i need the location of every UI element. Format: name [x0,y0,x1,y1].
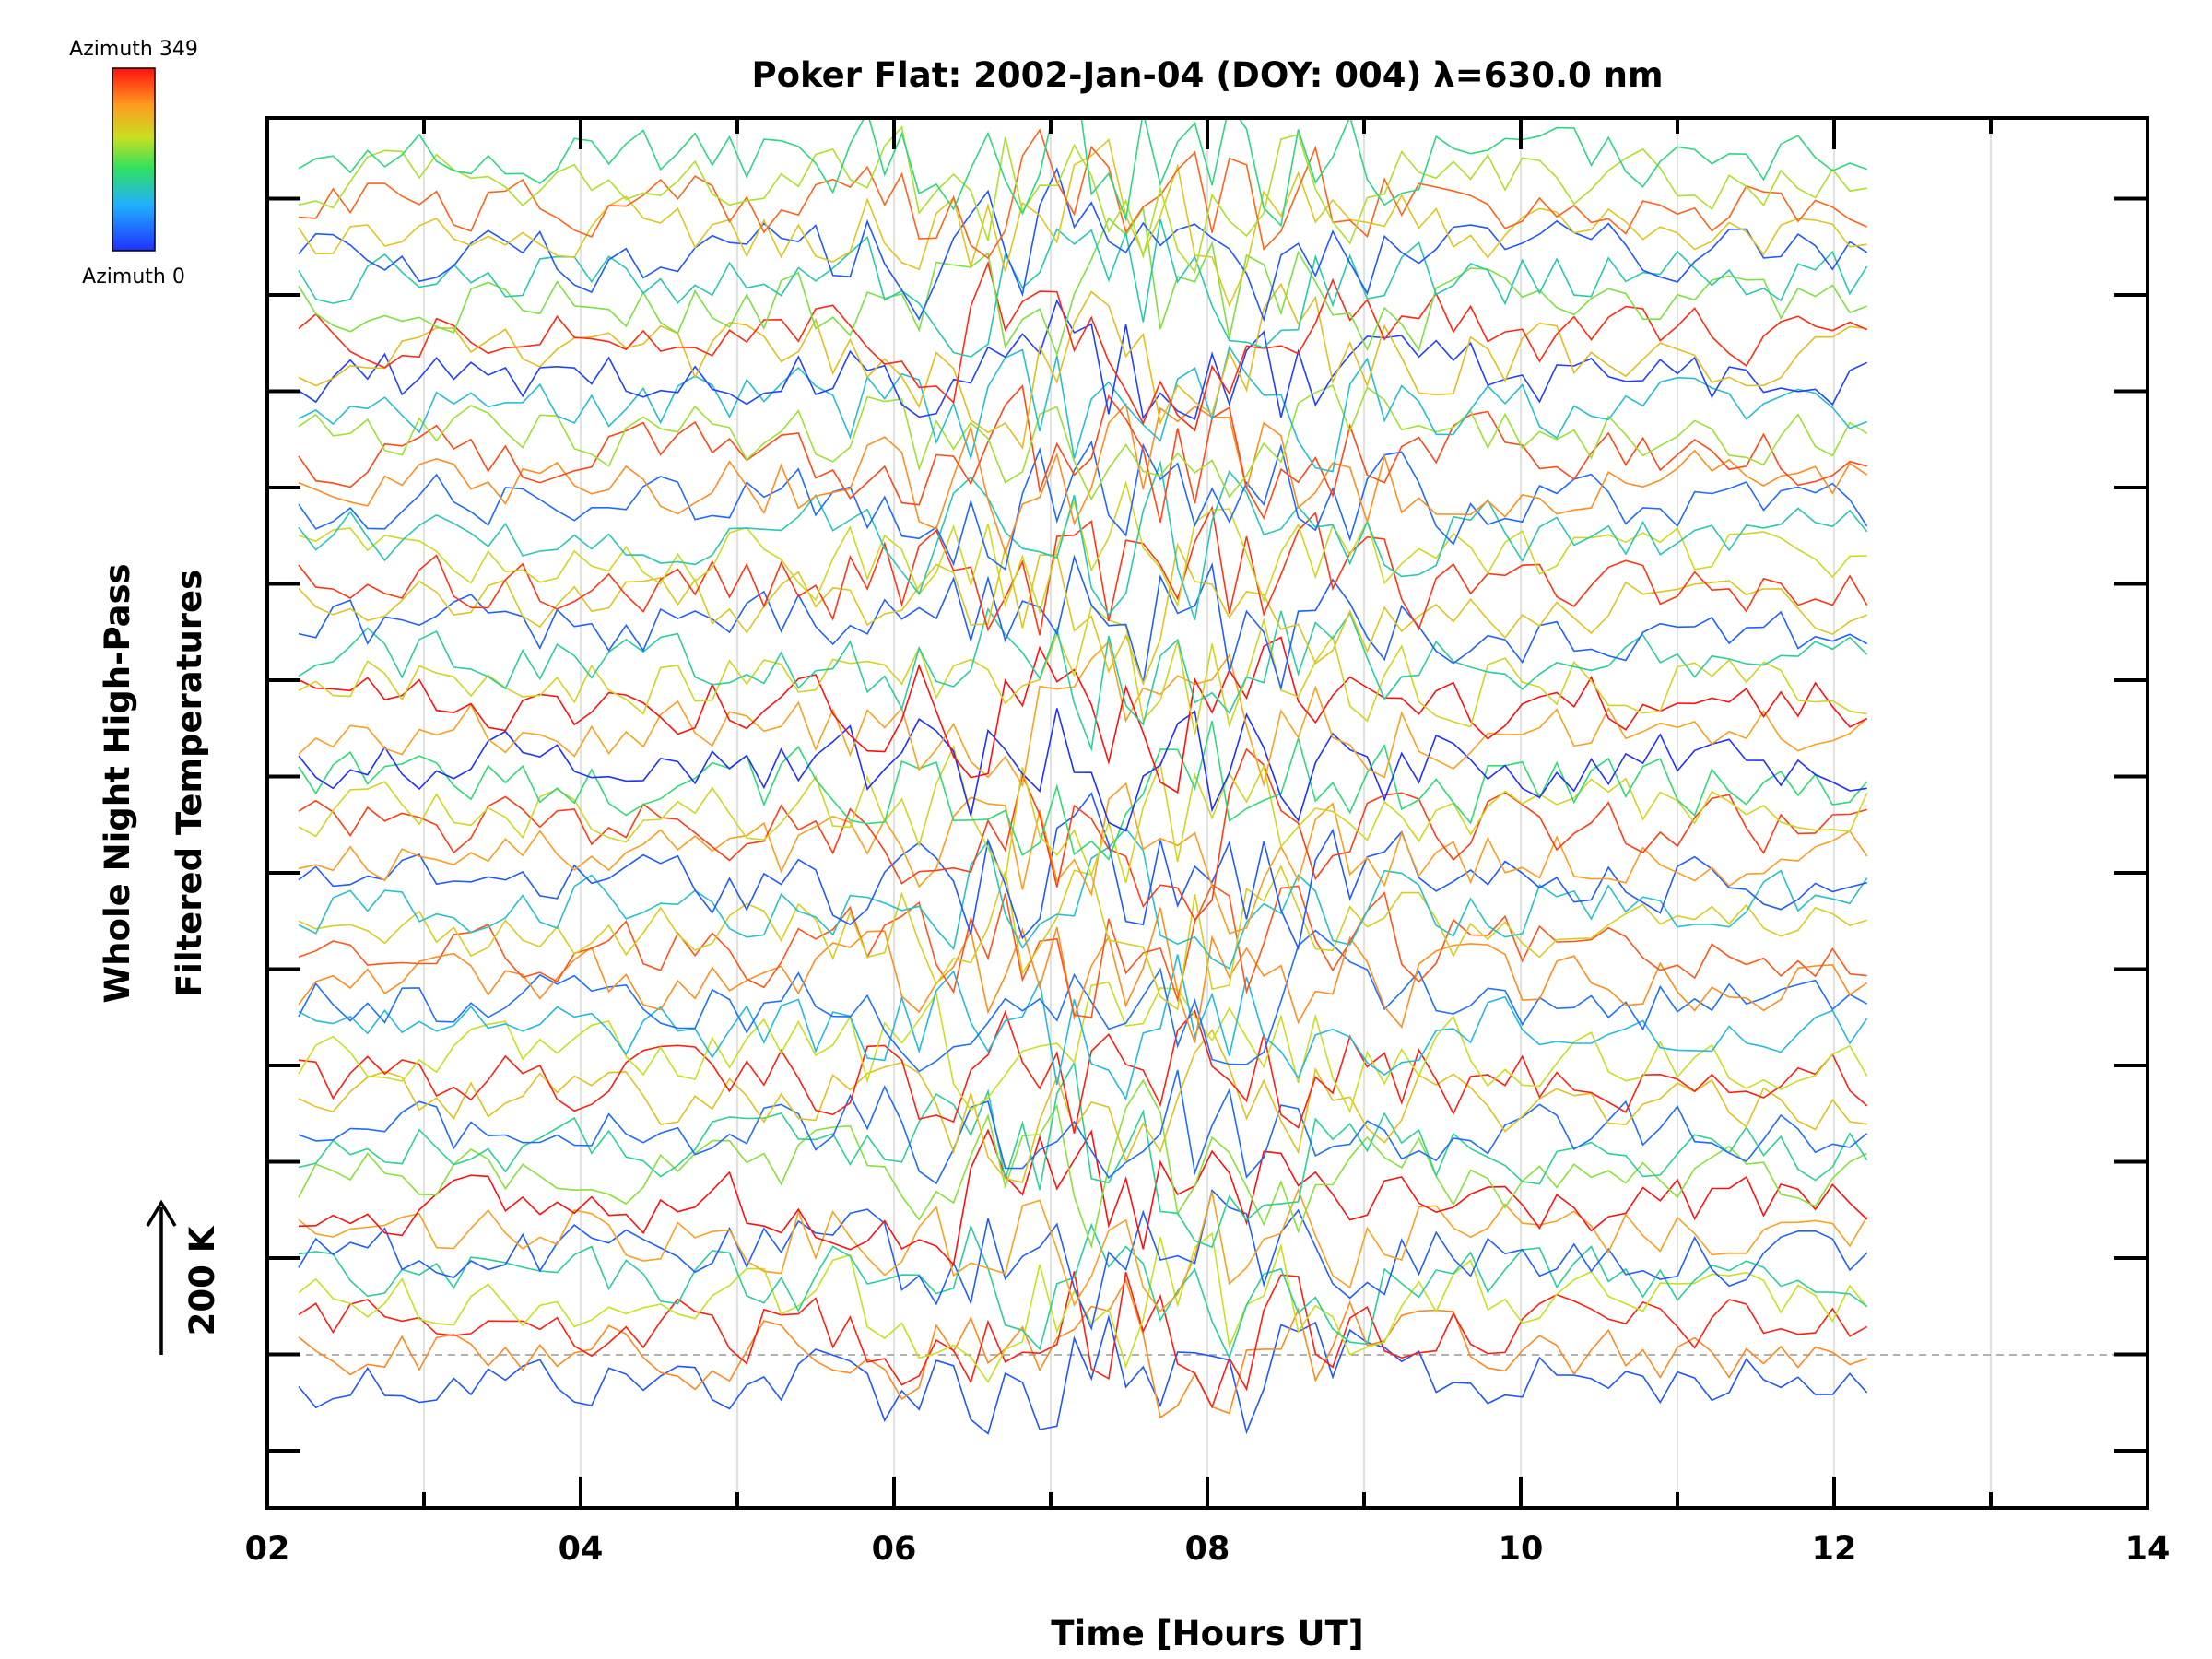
series-line [298,218,1868,358]
series-line [298,1271,1868,1409]
series-line [298,1009,1868,1134]
series-line [298,1189,1868,1331]
x-tick-label: 06 [872,1531,917,1568]
series-line [298,1187,1868,1312]
series-line [298,1060,1868,1249]
series-line [298,505,1868,636]
series-line [298,384,1868,501]
series-line [298,747,1867,922]
series-line [298,1313,1868,1435]
series-line [298,745,1868,884]
colorbar-top-label: Azimuth 349 [69,38,198,61]
colorbar: Azimuth 349 Azimuth 0 [69,38,198,288]
vertical-grid [423,118,1992,1508]
series-line [298,605,1867,735]
colorbar-bottom-label: Azimuth 0 [82,265,185,288]
axis-ticks [265,118,2149,1508]
series-line [298,118,1867,228]
x-tick-label: 04 [559,1531,604,1568]
y-axis-label-line2: Filtered Temperatures [170,570,209,997]
series-line [298,883,1867,1018]
x-tick-labels: 02 04 06 08 10 12 14 [245,1531,2171,1568]
series-line [298,167,1868,323]
series-line [298,299,1868,420]
series-line [298,1069,1868,1185]
series-line [298,125,1867,274]
series-line [298,384,1867,524]
series-line [298,1128,1868,1266]
scale-label: 200 K [182,1225,222,1335]
x-axis-label: Time [Hours UT] [1051,1614,1363,1653]
x-tick-label: 12 [1812,1531,1857,1568]
colorbar-gradient [112,67,156,252]
x-tick-label: 14 [2125,1531,2171,1568]
series-line [298,607,1868,752]
series-line [298,981,1868,1114]
series-line [298,554,1868,691]
series-line [298,907,1868,1043]
x-tick-label: 08 [1185,1531,1230,1568]
series-line [298,542,1867,686]
series-line [298,1078,1868,1250]
series-line [298,1222,1868,1360]
y-axis-label-line1: Whole Night High-Pass [98,563,137,1003]
series-line [298,636,1868,794]
series-line [298,864,1867,1011]
series-line [298,128,1868,260]
series-line [298,721,1868,861]
series-line [298,708,1867,832]
series-line [298,1277,1867,1419]
series-line [298,640,1868,788]
series-line [298,260,1868,432]
series-line [298,1029,1867,1183]
series-line [298,480,1867,615]
chart-title: Poker Flat: 2002-Jan-04 (DOY: 004) λ=630… [751,55,1663,95]
series-line [298,206,1867,358]
series-group [298,118,1868,1435]
series-line [298,345,1867,473]
series-line [298,827,1868,970]
series-line [298,782,1868,935]
series-line [298,459,1868,620]
series-line [298,440,1868,571]
x-tick-label: 02 [245,1531,290,1568]
series-line [298,954,1868,1101]
series-line [298,792,1867,951]
series-line [298,402,1868,555]
series-line [298,929,1868,1073]
scale-arrow [146,1199,177,1355]
series-line [298,282,1867,450]
x-tick-label: 10 [1499,1531,1544,1568]
